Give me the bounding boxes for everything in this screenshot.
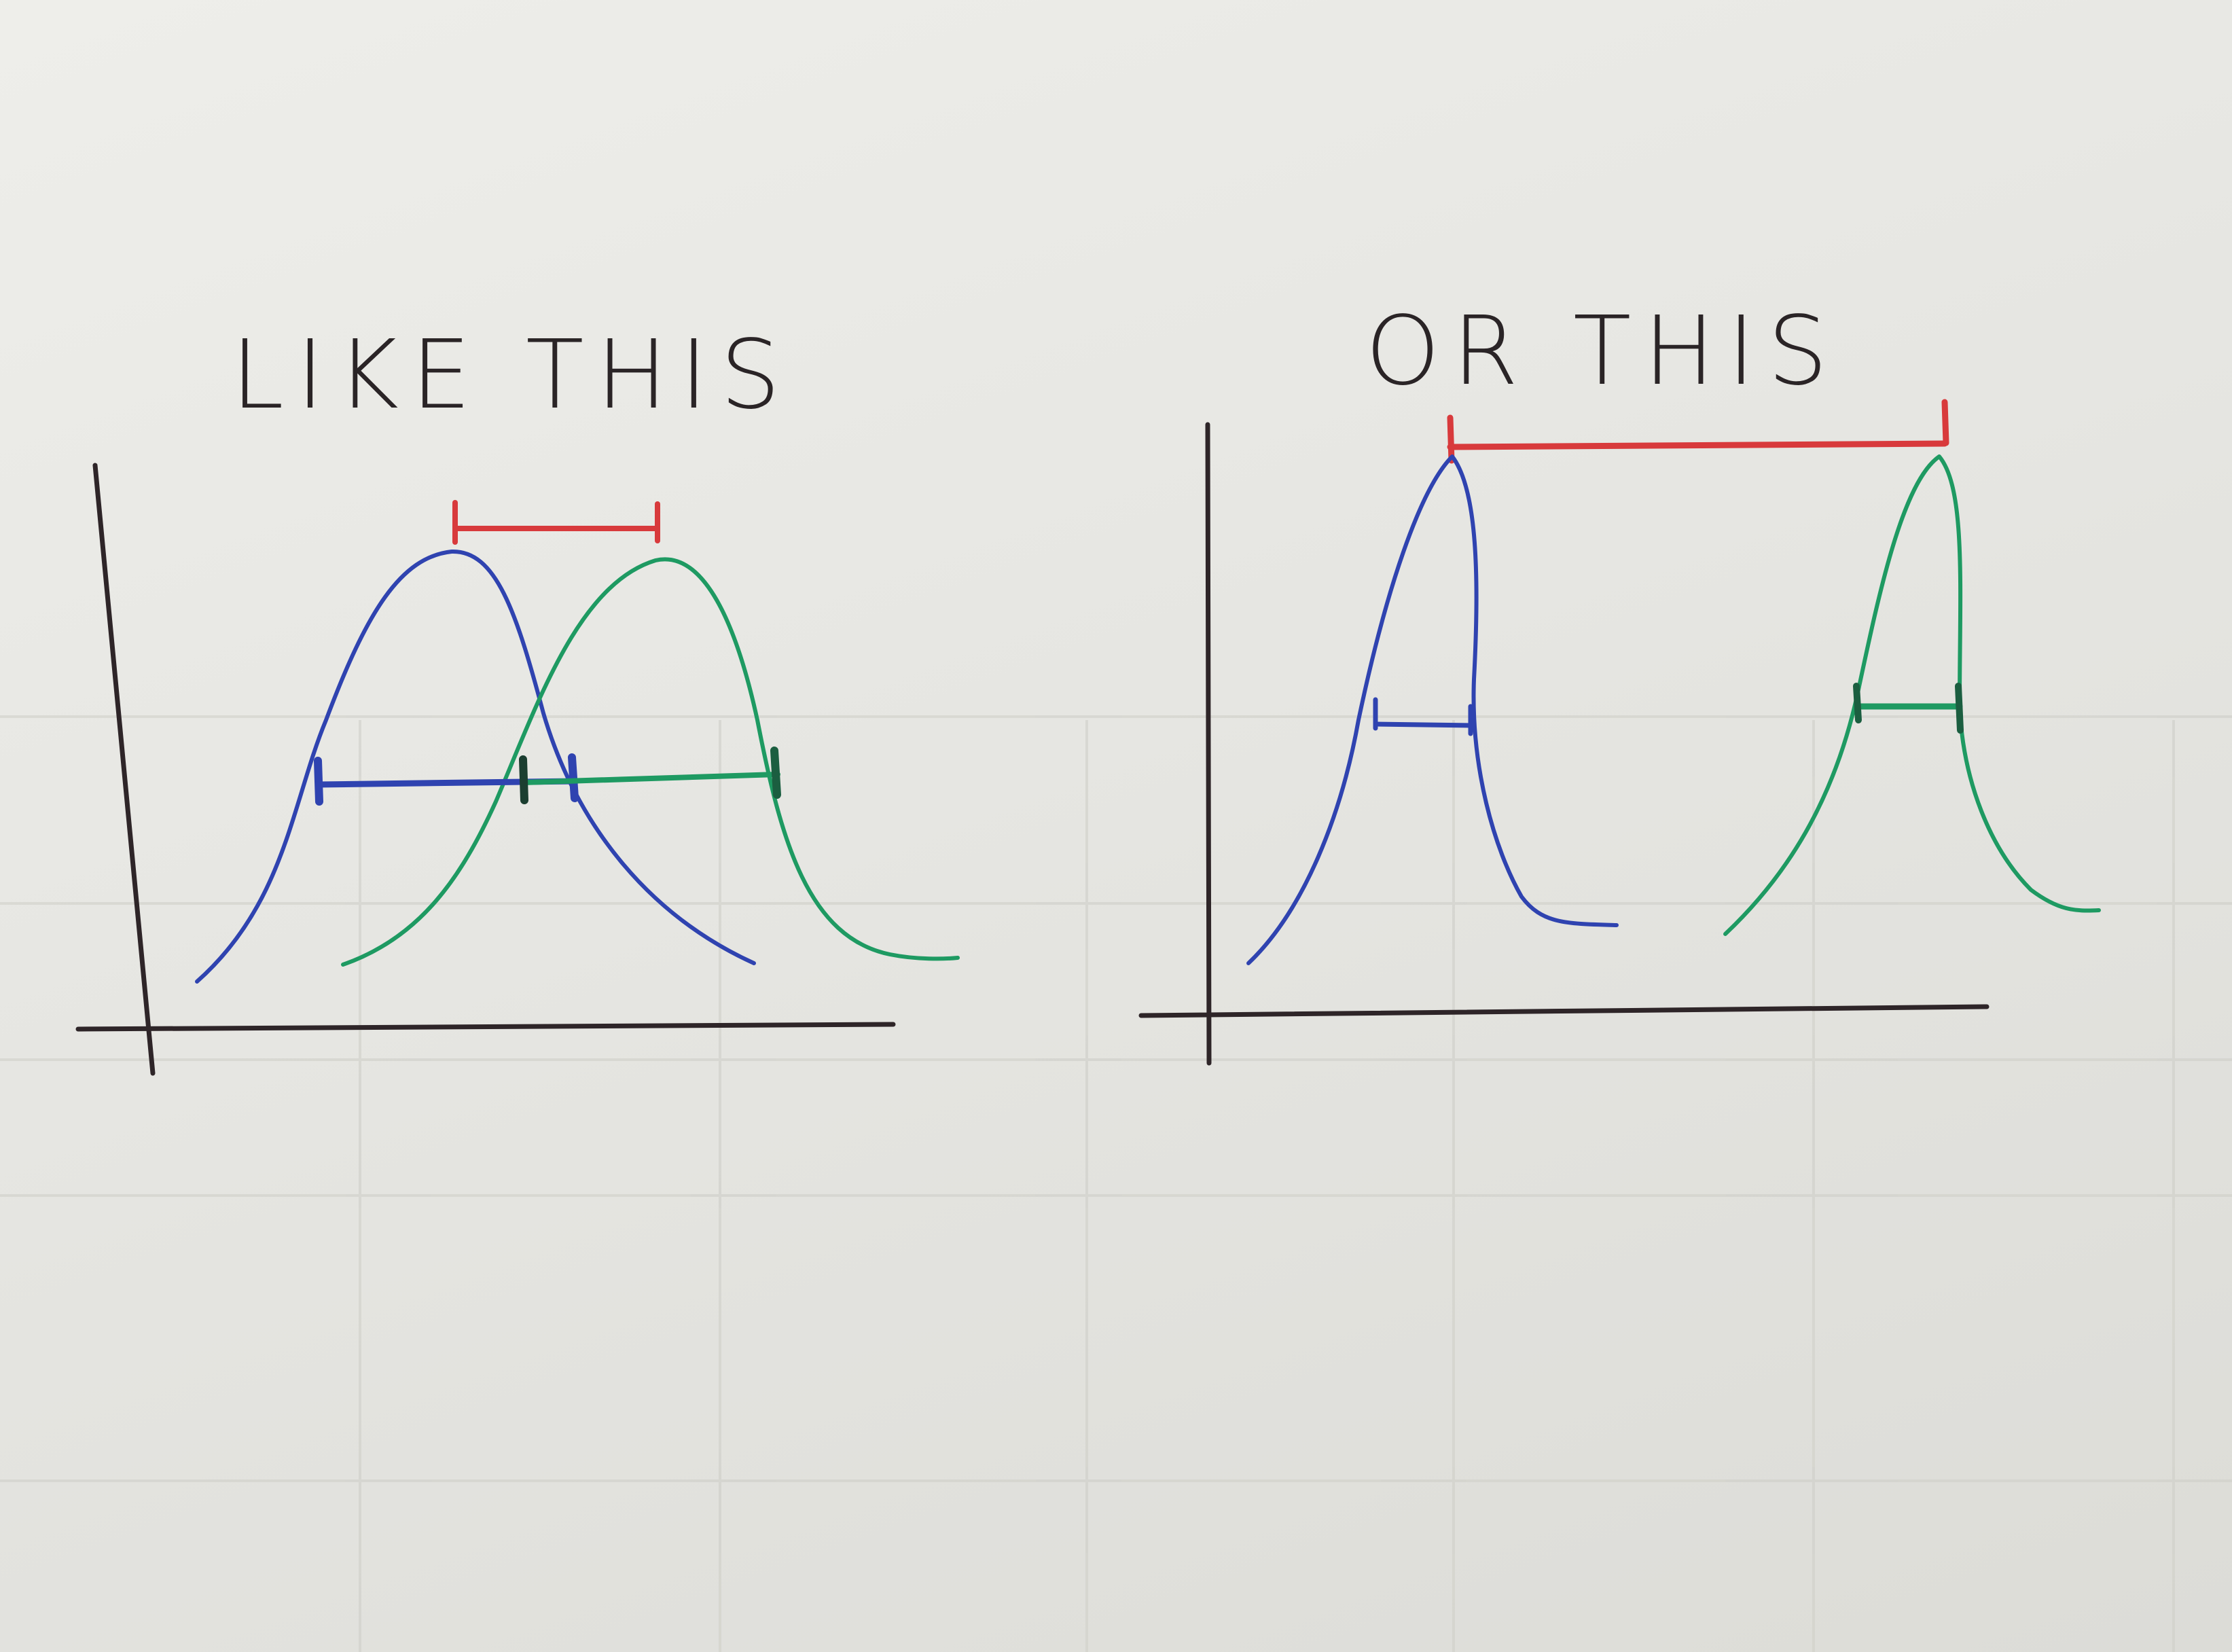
left-y-axis <box>92 463 156 1076</box>
right-green-width-bar <box>1853 683 1964 734</box>
right-red-bar <box>1447 399 1949 464</box>
left-x-axis <box>75 1022 896 1032</box>
right-blue-curve <box>1246 454 1619 965</box>
left-green-width-bar <box>519 747 781 804</box>
right-y-axis <box>1205 422 1212 1066</box>
panel-left: LIKE THIS <box>75 320 960 1076</box>
panel-right: OR THIS <box>1138 296 2101 1066</box>
panel-right-label: OR THIS <box>1365 296 1840 407</box>
right-x-axis <box>1138 1004 1990 1018</box>
panel-left-label: LIKE THIS <box>231 320 793 431</box>
background-ghost-grid <box>0 715 2232 1652</box>
right-blue-width-bar <box>1373 697 1473 736</box>
left-red-bar <box>452 500 660 545</box>
left-blue-curve <box>195 549 756 984</box>
left-green-curve <box>341 557 960 967</box>
right-green-curve <box>1723 454 2101 936</box>
